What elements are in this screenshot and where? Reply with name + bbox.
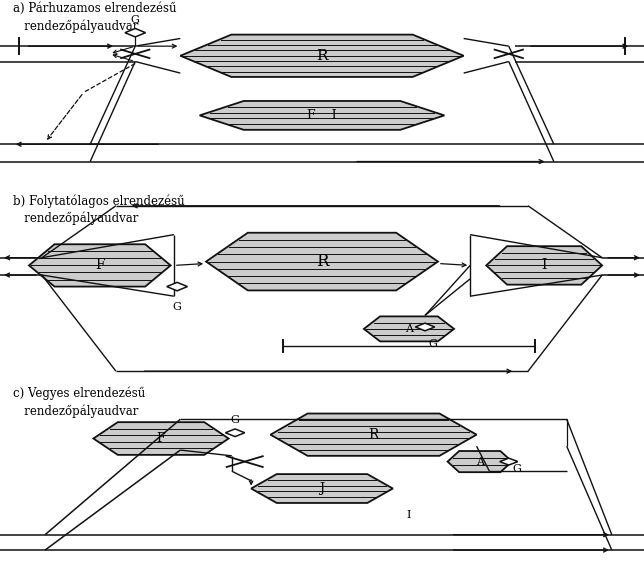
Text: F: F: [156, 432, 166, 445]
Text: c) Vegyes elrendezésű
   rendezőpályaudvar: c) Vegyes elrendezésű rendezőpályaudvar: [13, 387, 145, 418]
Polygon shape: [364, 316, 454, 342]
Text: G: G: [512, 464, 521, 474]
Text: A: A: [405, 324, 413, 334]
Text: G: G: [173, 302, 182, 312]
Polygon shape: [29, 244, 171, 287]
Polygon shape: [125, 28, 146, 37]
Polygon shape: [500, 458, 518, 465]
Text: J: J: [319, 482, 325, 495]
Text: a) Párhuzamos elrendezésű
   rendezőpályaudvar: a) Párhuzamos elrendezésű rendezőpályaud…: [13, 2, 176, 33]
Text: G: G: [428, 339, 437, 349]
Text: R: R: [316, 49, 328, 63]
Text: G: G: [131, 15, 140, 25]
Text: R: R: [368, 428, 379, 441]
Polygon shape: [200, 101, 444, 130]
Text: F: F: [95, 258, 104, 272]
Text: b) Folytatólagos elrendezésű
   rendezőpályaudvar: b) Folytatólagos elrendezésű rendezőpály…: [13, 194, 184, 226]
Text: R: R: [316, 253, 328, 270]
Polygon shape: [225, 429, 245, 437]
Polygon shape: [167, 282, 187, 291]
Polygon shape: [180, 35, 464, 77]
Polygon shape: [486, 246, 602, 284]
Polygon shape: [93, 422, 229, 455]
Polygon shape: [415, 323, 435, 331]
Text: I: I: [407, 511, 411, 520]
Polygon shape: [251, 474, 393, 503]
Text: F    I: F I: [307, 109, 337, 122]
Text: A: A: [476, 456, 484, 467]
Polygon shape: [448, 451, 512, 472]
Text: I: I: [542, 258, 547, 272]
Polygon shape: [206, 233, 438, 290]
Polygon shape: [270, 414, 477, 456]
Text: G: G: [231, 415, 240, 425]
